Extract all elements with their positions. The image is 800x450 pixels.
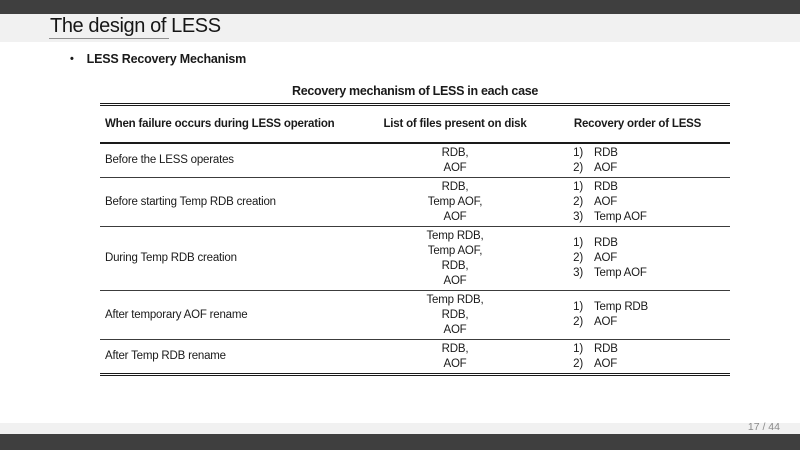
failure-cell: After temporary AOF rename — [105, 308, 248, 321]
title-underline — [49, 38, 169, 39]
recovery-files: RDB AOF — [594, 146, 618, 174]
page-number: 17 / 44 — [747, 421, 780, 433]
recovery-numbers: 1) 2) 3) — [573, 237, 583, 279]
recovery-cell: 1) 2) RDB AOF — [545, 342, 730, 372]
recovery-table: When failure occurs during LESS operatio… — [100, 103, 730, 376]
col-header-files: List of files present on disk — [383, 117, 527, 130]
recovery-numbers: 1) 2) — [573, 301, 583, 328]
files-cell: Temp RDB, Temp AOF, RDB, AOF — [426, 229, 484, 287]
failure-cell: After Temp RDB rename — [105, 350, 226, 362]
table-row: After temporary AOF rename Temp RDB, RDB… — [100, 290, 730, 339]
files-cell: RDB, AOF — [441, 342, 469, 370]
table-row: After Temp RDB rename RDB, AOF 1) 2) RDB… — [100, 339, 730, 373]
page-title: The design of LESS — [50, 15, 221, 37]
col-header-failure: When failure occurs during LESS operatio… — [105, 117, 335, 130]
recovery-files: RDB AOF — [594, 342, 618, 370]
col-header-recovery: Recovery order of LESS — [573, 118, 702, 130]
recovery-numbers: 1) 2) 3) — [573, 180, 583, 223]
failure-cell: Before the LESS operates — [105, 154, 234, 166]
recovery-numbers: 1) 2) — [573, 342, 583, 370]
files-cell: RDB, Temp AOF, AOF — [427, 180, 483, 223]
bullet-icon: • — [70, 53, 74, 65]
table-caption: Recovery mechanism of LESS in each case — [291, 84, 539, 98]
bullet-label: LESS Recovery Mechanism — [86, 52, 247, 66]
table-row: During Temp RDB creation Temp RDB, Temp … — [100, 226, 730, 290]
recovery-numbers: 1) 2) — [573, 146, 583, 174]
failure-cell: During Temp RDB creation — [105, 252, 237, 264]
table-row: Before the LESS operates RDB, AOF 1) 2) … — [100, 144, 730, 177]
files-cell: Temp RDB, RDB, AOF — [426, 293, 484, 336]
table-header-row: When failure occurs during LESS operatio… — [100, 106, 730, 144]
table-row: Before starting Temp RDB creation RDB, T… — [100, 177, 730, 226]
recovery-files: Temp RDB AOF — [594, 301, 648, 328]
recovery-files: RDB AOF Temp AOF — [594, 237, 647, 279]
files-cell: RDB, AOF — [441, 146, 469, 174]
recovery-cell: 1) 2) 3) RDB AOF Temp AOF — [545, 180, 730, 225]
recovery-cell: 1) 2) RDB AOF — [545, 146, 730, 176]
failure-cell: Before starting Temp RDB creation — [105, 195, 276, 208]
bottom-bar — [0, 434, 800, 450]
recovery-cell: 1) 2) Temp RDB AOF — [545, 300, 730, 330]
recovery-cell: 1) 2) 3) RDB AOF Temp AOF — [545, 236, 730, 281]
title-strip — [0, 14, 800, 42]
top-bar — [0, 0, 800, 14]
bullet-item: • LESS Recovery Mechanism — [70, 52, 246, 66]
footer-strip — [0, 423, 800, 434]
recovery-files: RDB AOF Temp AOF — [594, 180, 647, 223]
